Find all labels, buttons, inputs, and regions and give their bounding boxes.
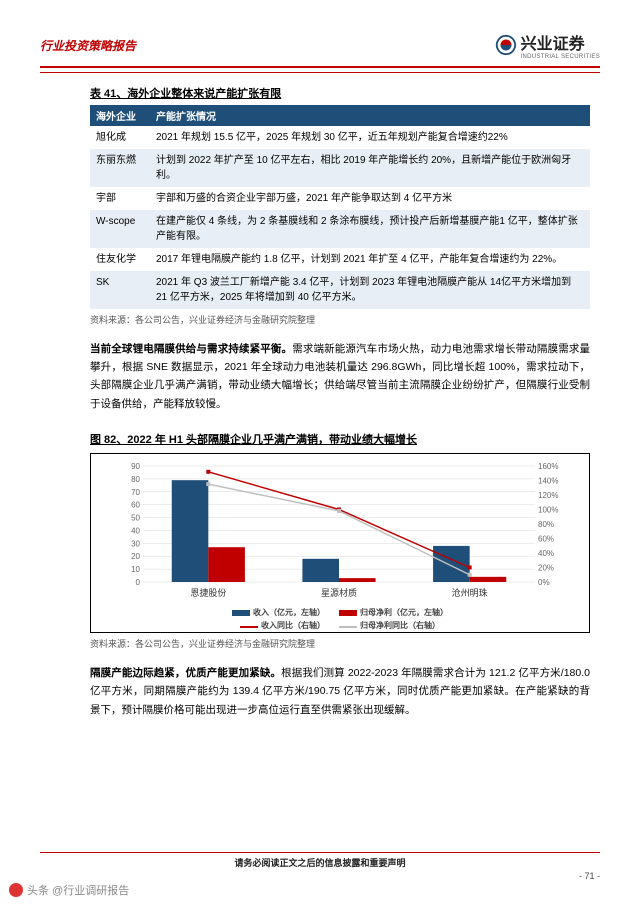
page: 行业投资策略报告 兴业证券 INDUSTRIAL SECURITIES 表 41… — [0, 0, 640, 905]
svg-text:100%: 100% — [538, 506, 558, 515]
svg-text:0: 0 — [136, 578, 141, 587]
svg-text:30: 30 — [131, 539, 140, 548]
para2: 隔膜产能边际趋紧，优质产能更加紧缺。根据我们测算 2022-2023 年隔膜需求… — [90, 664, 590, 719]
cell-company: 宇部 — [90, 187, 150, 210]
cell-desc: 在建产能仅 4 条线，为 2 条基膜线和 2 条涂布膜线，预计投产后新增基膜产能… — [150, 210, 590, 248]
footer: 请务必阅读正文之后的信息披露和重要声明 - 71 - — [40, 852, 600, 881]
cell-company: W-scope — [90, 210, 150, 248]
svg-text:40: 40 — [131, 526, 140, 535]
svg-text:80%: 80% — [538, 520, 554, 529]
table41: 海外企业 产能扩张情况 旭化成2021 年规划 15.5 亿平，2025 年规划… — [90, 105, 590, 309]
svg-text:60: 60 — [131, 501, 140, 510]
rule-thin — [40, 72, 600, 73]
svg-text:0%: 0% — [538, 578, 550, 587]
cell-company: SK — [90, 271, 150, 309]
table-row: W-scope在建产能仅 4 条线，为 2 条基膜线和 2 条涂布膜线，预计投产… — [90, 210, 590, 248]
legend-np: 归母净利（亿元，左轴） — [339, 607, 448, 618]
svg-text:50: 50 — [131, 514, 140, 523]
cell-company: 旭化成 — [90, 126, 150, 149]
table-row: SK2021 年 Q3 波兰工厂新增产能 3.4 亿平，计划到 2023 年锂电… — [90, 271, 590, 309]
svg-text:70: 70 — [131, 488, 140, 497]
svg-text:20: 20 — [131, 552, 140, 561]
svg-text:80: 80 — [131, 475, 140, 484]
legend-npg: 归母净利同比（右轴） — [339, 620, 440, 631]
wm-text: 头条 @行业调研报告 — [27, 882, 129, 898]
legend-rev: 收入（亿元，左轴） — [232, 607, 325, 618]
brand-block: 兴业证券 INDUSTRIAL SECURITIES — [495, 30, 600, 60]
svg-text:160%: 160% — [538, 462, 558, 471]
svg-text:20%: 20% — [538, 564, 554, 573]
footer-text: 请务必阅读正文之后的信息披露和重要声明 — [40, 856, 600, 869]
th-desc: 产能扩张情况 — [150, 105, 590, 126]
cell-company: 住友化学 — [90, 248, 150, 271]
legend-revg: 收入同比（右轴） — [240, 620, 325, 631]
table-row: 旭化成2021 年规划 15.5 亿平，2025 年规划 30 亿平，近五年规划… — [90, 126, 590, 149]
table-row: 住友化学2017 年锂电隔膜产能约 1.8 亿平，计划到 2021 年扩至 4 … — [90, 248, 590, 271]
footer-rule — [40, 852, 600, 853]
content: 表 41、海外企业整体来说产能扩张有限 海外企业 产能扩张情况 旭化成2021 … — [40, 85, 600, 720]
table41-src: 资料来源：各公司公告，兴业证券经济与金融研究院整理 — [90, 313, 590, 326]
svg-text:120%: 120% — [538, 491, 558, 500]
cell-desc: 宇部和万盛的合资企业宇部万盛，2021 年产能争取达到 4 亿平方米 — [150, 187, 590, 210]
fig82-chart: 0 10 20 30 40 50 60 70 80 90 0% 20% 40% 60% 80% 100% 120… — [90, 453, 590, 633]
report-category: 行业投资策略报告 — [40, 37, 136, 54]
chart-svg: 0 10 20 30 40 50 60 70 80 90 0% 20% 40% 60% 80% 100% 120… — [99, 460, 581, 600]
watermark: 头条 @行业调研报告 — [6, 881, 132, 899]
para1-hl: 当前全球锂电隔膜供给与需求持续紧平衡。 — [90, 343, 292, 355]
page-header: 行业投资策略报告 兴业证券 INDUSTRIAL SECURITIES — [40, 30, 600, 60]
wm-icon — [9, 883, 23, 897]
rule-red — [40, 66, 600, 68]
svg-text:沧州明珠: 沧州明珠 — [452, 587, 488, 598]
fig82-title: 图 82、2022 年 H1 头部隔膜企业几乎满产满销，带动业绩大幅增长 — [90, 431, 590, 447]
table41-title: 表 41、海外企业整体来说产能扩张有限 — [90, 85, 590, 101]
svg-text:星源材质: 星源材质 — [321, 587, 357, 598]
cell-company: 东丽东燃 — [90, 149, 150, 187]
cell-desc: 2021 年规划 15.5 亿平，2025 年规划 30 亿平，近五年规划产能复… — [150, 126, 590, 149]
svg-text:40%: 40% — [538, 549, 554, 558]
logo-icon — [495, 34, 517, 56]
cell-desc: 计划到 2022 年扩产至 10 亿平左右，相比 2019 年产能增长约 20%… — [150, 149, 590, 187]
page-number: - 71 - — [40, 871, 600, 881]
chart-legend: 收入（亿元，左轴） 归母净利（亿元，左轴） — [99, 607, 581, 618]
para1: 当前全球锂电隔膜供给与需求持续紧平衡。需求端新能源汽车市场火热，动力电池需求增长… — [90, 340, 590, 414]
para2-hl: 隔膜产能边际趋紧，优质产能更加紧缺。 — [90, 667, 281, 679]
table-row: 宇部宇部和万盛的合资企业宇部万盛，2021 年产能争取达到 4 亿平方米 — [90, 187, 590, 210]
brand-name: 兴业证券 — [521, 30, 600, 54]
cell-desc: 2021 年 Q3 波兰工厂新增产能 3.4 亿平，计划到 2023 年锂电池隔… — [150, 271, 590, 309]
fig82-src: 资料来源：各公司公告，兴业证券经济与金融研究院整理 — [90, 637, 590, 650]
svg-text:60%: 60% — [538, 535, 554, 544]
th-company: 海外企业 — [90, 105, 150, 126]
table-row: 东丽东燃计划到 2022 年扩产至 10 亿平左右，相比 2019 年产能增长约… — [90, 149, 590, 187]
brand-sub: INDUSTRIAL SECURITIES — [521, 54, 600, 60]
svg-text:90: 90 — [131, 462, 140, 471]
svg-text:恩捷股份: 恩捷股份 — [190, 587, 226, 598]
svg-text:10: 10 — [131, 565, 140, 574]
svg-text:140%: 140% — [538, 477, 558, 486]
chart-legend-2: 收入同比（右轴） 归母净利同比（右轴） — [99, 620, 581, 631]
cell-desc: 2017 年锂电隔膜产能约 1.8 亿平，计划到 2021 年扩至 4 亿平，产… — [150, 248, 590, 271]
